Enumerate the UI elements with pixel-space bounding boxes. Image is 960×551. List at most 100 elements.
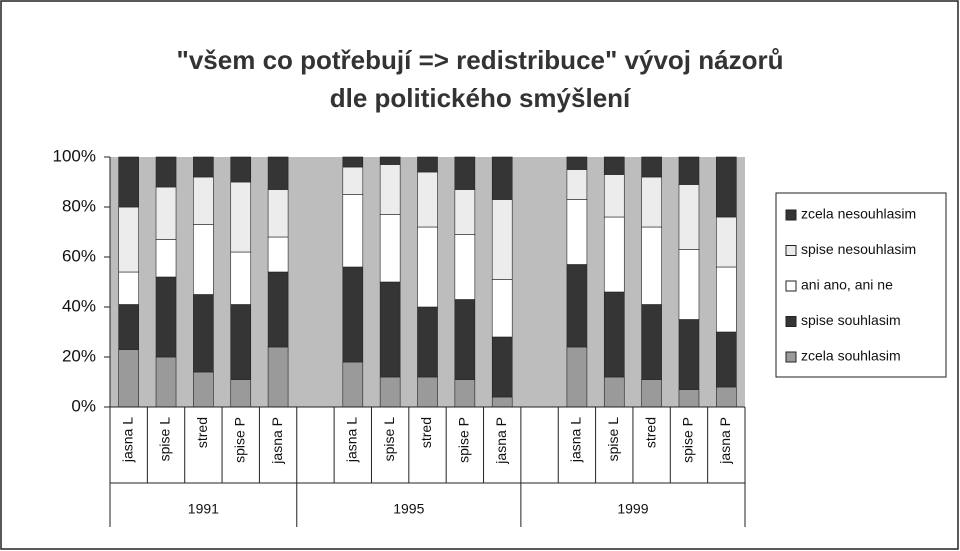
bar-segment	[379, 156, 401, 165]
bar-segment	[342, 166, 364, 195]
bar-segment	[118, 206, 139, 273]
legend-swatch	[785, 209, 797, 221]
bar-segment	[267, 346, 289, 408]
bar-segment	[678, 156, 700, 185]
bar-segment	[641, 226, 662, 305]
bar-segment	[491, 279, 513, 338]
bar-segment	[118, 156, 139, 208]
x-tick-label: stred	[642, 417, 658, 448]
bar-segment	[678, 319, 700, 390]
bar-segment	[716, 386, 737, 408]
x-tick-label: jasna L	[119, 417, 135, 463]
bar-segment	[641, 379, 662, 408]
bar-segment	[716, 331, 737, 388]
bar-segment	[118, 349, 139, 408]
legend-label: zcela nesouhlasim	[801, 206, 916, 222]
y-tick-label: 0%	[71, 396, 96, 415]
chart-title: dle politického smýšlení	[330, 83, 631, 113]
bar-segment	[155, 186, 177, 240]
chart-title: "všem co potřebují => redistribuce" vývo…	[177, 45, 784, 75]
bar-segment	[678, 184, 700, 250]
bar-segment	[641, 176, 662, 228]
legend-box	[775, 192, 947, 378]
bar-segment	[603, 174, 625, 218]
y-tick-label: 60%	[62, 246, 96, 265]
x-tick-label: spise P	[231, 417, 247, 463]
bar-segment	[193, 176, 214, 225]
legend-label: ani ano, ani ne	[801, 277, 893, 293]
bar-segment	[193, 156, 214, 178]
bar-segment	[716, 156, 737, 218]
bar-segment	[603, 216, 625, 293]
legend-swatch	[785, 245, 797, 256]
x-tick-label: stred	[418, 417, 434, 448]
bar-segment	[603, 156, 625, 175]
bar-segment	[155, 156, 177, 188]
legend-label: spise nesouhlasim	[801, 241, 916, 257]
y-tick-label: 20%	[62, 346, 96, 365]
bar-segment	[454, 156, 476, 190]
bar-segment	[641, 156, 662, 178]
legend-swatch	[785, 351, 797, 363]
bar-segment	[155, 276, 177, 358]
x-tick-label: jasna L	[343, 417, 359, 463]
x-tick-label: jasna P	[493, 417, 509, 465]
bar-segment	[566, 264, 588, 348]
bar-segment	[267, 156, 289, 190]
bar-segment	[566, 346, 588, 408]
bar-segment	[417, 171, 438, 228]
legend-swatch	[785, 280, 797, 292]
bar-segment	[379, 281, 401, 378]
bar-segment	[417, 156, 438, 173]
bar-segment	[155, 239, 177, 278]
bar-segment	[230, 379, 252, 408]
bar-segment	[230, 181, 252, 253]
bar-segment	[566, 199, 588, 265]
bar-segment	[454, 299, 476, 380]
bar-segment	[678, 249, 700, 320]
y-tick-label: 100%	[53, 146, 96, 165]
bar-segment	[118, 304, 139, 350]
bar-segment	[641, 304, 662, 380]
bar-segment	[267, 189, 289, 238]
bar-segment	[417, 306, 438, 378]
bar-segment	[342, 266, 364, 363]
group-label: 1991	[188, 501, 219, 517]
bar-segment	[603, 291, 625, 378]
x-tick-label: spise P	[680, 417, 696, 463]
group-label: 1999	[617, 501, 648, 517]
bar-segment	[118, 271, 139, 305]
bar-segment	[491, 156, 513, 200]
bar-segment	[566, 156, 588, 170]
bar-segment	[379, 214, 401, 283]
bar-segment	[193, 224, 214, 295]
x-tick-label: stred	[194, 417, 210, 448]
group-label: 1995	[393, 501, 424, 517]
x-tick-label: jasna P	[269, 417, 285, 465]
bar-segment	[678, 389, 700, 408]
bar-segment	[230, 156, 252, 183]
bar-segment	[267, 271, 289, 348]
bar-segment	[193, 294, 214, 373]
bar-segment	[379, 376, 401, 408]
y-tick-label: 80%	[62, 196, 96, 215]
bar-segment	[454, 189, 476, 235]
legend-label: zcela souhlasim	[801, 348, 901, 364]
y-tick-label: 40%	[62, 296, 96, 315]
bar-segment	[716, 216, 737, 268]
bar-segment	[230, 251, 252, 305]
bar-segment	[267, 236, 289, 273]
x-tick-label: spise L	[157, 417, 173, 462]
bar-segment	[230, 304, 252, 380]
x-tick-label: spise L	[381, 417, 397, 462]
bar-segment	[379, 164, 401, 215]
bar-segment	[603, 376, 625, 408]
bar-segment	[193, 371, 214, 408]
x-tick-label: spise L	[605, 417, 621, 462]
x-tick-label: jasna P	[717, 417, 733, 465]
legend-swatch	[785, 316, 797, 327]
bar-segment	[342, 361, 364, 408]
bar-segment	[417, 376, 438, 408]
bar-segment	[342, 156, 364, 168]
